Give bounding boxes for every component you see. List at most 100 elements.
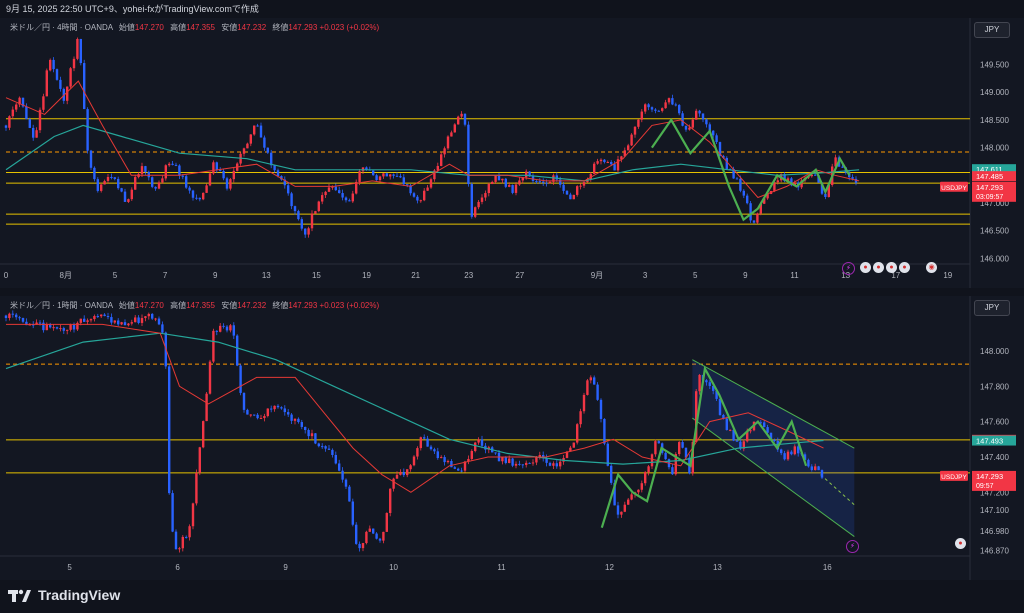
candle-body bbox=[800, 180, 803, 188]
candle-body bbox=[157, 318, 161, 325]
candle-body bbox=[735, 178, 739, 180]
candle-body bbox=[681, 113, 684, 126]
candle-body bbox=[797, 446, 800, 454]
currency-badge[interactable]: JPY bbox=[974, 300, 1010, 316]
candle-body bbox=[174, 164, 178, 166]
candle-body bbox=[409, 465, 412, 470]
candle-body bbox=[820, 470, 824, 478]
flag-event-icon[interactable]: ◉ bbox=[926, 262, 937, 273]
candle-body bbox=[749, 203, 752, 221]
candle-body bbox=[113, 177, 116, 179]
candle-body bbox=[188, 526, 191, 538]
legend-high: 147.355 bbox=[186, 301, 215, 310]
y-tick-label: 148.000 bbox=[980, 347, 1009, 356]
candle-body bbox=[412, 456, 416, 466]
candle-body bbox=[15, 104, 18, 110]
candle-body bbox=[100, 184, 103, 191]
flag-event-icon[interactable]: ● bbox=[886, 262, 897, 273]
candle-body bbox=[766, 193, 769, 199]
candle-body bbox=[314, 211, 317, 214]
candle-body bbox=[259, 418, 263, 420]
legend-symbol: 米ドル／円 · 4時間 · OANDA bbox=[10, 23, 113, 32]
candle-body bbox=[671, 98, 674, 105]
candle-body bbox=[484, 193, 487, 198]
flag-event-icon[interactable]: ● bbox=[873, 262, 884, 273]
legend-high: 147.355 bbox=[186, 23, 215, 32]
pane-4h[interactable]: 149.500149.000148.500148.000147.500147.0… bbox=[0, 18, 1024, 288]
candle-body bbox=[548, 181, 552, 184]
pane-1h[interactable]: 148.000 147.800 147.600 147.400 147.200 147.1… bbox=[0, 296, 1024, 580]
candle-body bbox=[695, 110, 698, 120]
candle-body bbox=[249, 134, 252, 144]
candle-body bbox=[76, 322, 79, 330]
candle-body bbox=[589, 377, 592, 381]
candle-body bbox=[443, 457, 446, 463]
candle-body bbox=[79, 38, 82, 64]
chart-4h-svg[interactable]: 149.500149.000148.500148.000147.500147.0… bbox=[0, 18, 1024, 288]
candle-body bbox=[644, 104, 647, 112]
candle-body bbox=[96, 316, 99, 318]
candle-body bbox=[732, 429, 735, 441]
y-tick-label: 149.000 bbox=[980, 88, 1009, 97]
candle-body bbox=[402, 471, 405, 476]
candle-body bbox=[188, 187, 191, 191]
lightning-event-icon[interactable]: ⚡ bbox=[842, 262, 855, 275]
candle-body bbox=[127, 199, 130, 202]
candle-body bbox=[344, 479, 348, 487]
candle-body bbox=[759, 203, 762, 214]
x-tick-label: 12 bbox=[605, 563, 614, 572]
candle-body bbox=[620, 511, 623, 515]
candle-body bbox=[732, 168, 735, 179]
x-tick-label: 5 bbox=[113, 271, 118, 280]
candle-body bbox=[528, 171, 531, 177]
candle-body bbox=[627, 499, 630, 505]
candle-body bbox=[752, 220, 756, 223]
candle-body bbox=[552, 175, 555, 182]
candle-body bbox=[297, 211, 300, 220]
wave-line bbox=[650, 117, 851, 222]
flag-event-icon[interactable]: ● bbox=[955, 538, 966, 549]
candle-body bbox=[137, 317, 140, 323]
candle-body bbox=[348, 486, 351, 502]
candle-body bbox=[28, 324, 31, 326]
legend-4h: 米ドル／円 · 4時間 · OANDA 始値147.270 高値147.355 … bbox=[10, 22, 379, 33]
candle-body bbox=[508, 185, 511, 187]
candle-body bbox=[722, 414, 725, 419]
candle-body bbox=[372, 170, 375, 176]
flag-event-icon[interactable]: ● bbox=[860, 262, 871, 273]
ma-slow-line bbox=[5, 332, 824, 465]
candle-body bbox=[429, 446, 433, 450]
candle-body bbox=[854, 178, 858, 183]
candle-body bbox=[603, 159, 606, 163]
candle-body bbox=[154, 186, 157, 189]
candle-body bbox=[273, 165, 276, 171]
candle-body bbox=[317, 201, 320, 212]
candle-body bbox=[120, 188, 123, 192]
candle-body bbox=[42, 322, 45, 331]
candle-body bbox=[171, 493, 174, 532]
flag-event-icon[interactable]: ● bbox=[899, 262, 910, 273]
legend-symbol: 米ドル／円 · 1時間 · OANDA bbox=[10, 301, 113, 310]
candle-body bbox=[25, 106, 28, 120]
candle-body bbox=[773, 182, 776, 191]
candle-body bbox=[103, 314, 106, 317]
currency-badge[interactable]: JPY bbox=[974, 22, 1010, 38]
legend-change: +0.023 (+0.02%) bbox=[319, 23, 380, 32]
x-tick-label: 13 bbox=[841, 271, 850, 280]
chart-1h-svg[interactable]: 148.000 147.800 147.600 147.400 147.200 147.1… bbox=[0, 296, 1024, 580]
candle-body bbox=[477, 439, 480, 443]
candle-body bbox=[667, 98, 671, 103]
candle-body bbox=[814, 466, 817, 470]
candle-body bbox=[725, 157, 728, 169]
candle-body bbox=[610, 465, 613, 483]
last-price-label: 147.293 bbox=[976, 472, 1003, 481]
candle-body bbox=[293, 206, 297, 212]
candle-body bbox=[304, 228, 307, 235]
legend-close: 147.293 bbox=[288, 23, 318, 32]
candle-body bbox=[69, 68, 72, 87]
channel-fill bbox=[692, 359, 855, 537]
lightning-event-icon[interactable]: ⚡ bbox=[846, 540, 859, 553]
candle-body bbox=[130, 322, 133, 324]
candle-body bbox=[147, 313, 150, 317]
x-tick-label: 3 bbox=[643, 271, 648, 280]
